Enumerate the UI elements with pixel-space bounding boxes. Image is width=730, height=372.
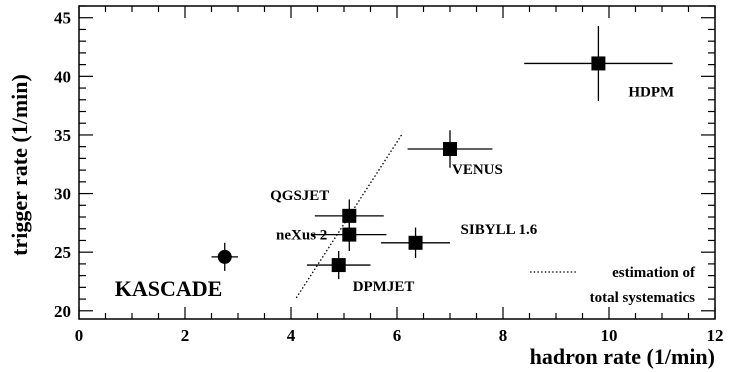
point-label: KASCADE	[115, 276, 223, 301]
data-point-square	[342, 208, 357, 223]
x-axis-label: hadron rate (1/min)	[530, 344, 715, 369]
point-labels: HDPM VENUS QGSJET neXus 2 SIBYLL 1.6 DPMJET KA…	[115, 84, 674, 300]
y-tick-label: 40	[54, 67, 71, 86]
data-point-square	[443, 142, 457, 157]
x-tick-label: 0	[75, 326, 84, 345]
legend: estimation of total systematics	[530, 265, 696, 306]
point-label: QGSJET	[270, 188, 329, 204]
data-point-square	[591, 56, 606, 71]
axis-ticks	[78, 5, 716, 319]
point-label: DPMJET	[353, 279, 415, 295]
y-axis-label: trigger rate (1/min)	[7, 74, 32, 256]
x-tick-label: 2	[181, 326, 190, 345]
x-tick-label: 4	[287, 326, 296, 345]
y-tick-label: 35	[54, 126, 71, 145]
point-label: VENUS	[452, 162, 503, 178]
point-label: neXus 2	[276, 228, 327, 244]
y-tick-label: 25	[54, 243, 71, 262]
data-points	[211, 25, 673, 280]
data-point-square	[408, 235, 423, 250]
point-label: SIBYLL 1.6	[461, 222, 538, 238]
y-tick-label: 45	[54, 9, 71, 28]
y-tick-label: 20	[54, 302, 71, 321]
tick-labels: 0 2 4 6 8 10 12 20 25 30 35 40 45	[54, 9, 724, 345]
data-point-circle	[217, 249, 232, 264]
data-point-square	[331, 258, 346, 273]
y-tick-label: 30	[54, 185, 71, 204]
x-tick-label: 12	[707, 326, 724, 345]
x-tick-label: 10	[601, 326, 618, 345]
legend-label-line1: estimation of	[612, 265, 696, 281]
legend-label-line2: total systematics	[590, 290, 696, 306]
point-label: HDPM	[628, 84, 674, 100]
x-tick-label: 8	[499, 326, 508, 345]
x-tick-label: 6	[393, 326, 402, 345]
data-point-square	[342, 227, 357, 242]
